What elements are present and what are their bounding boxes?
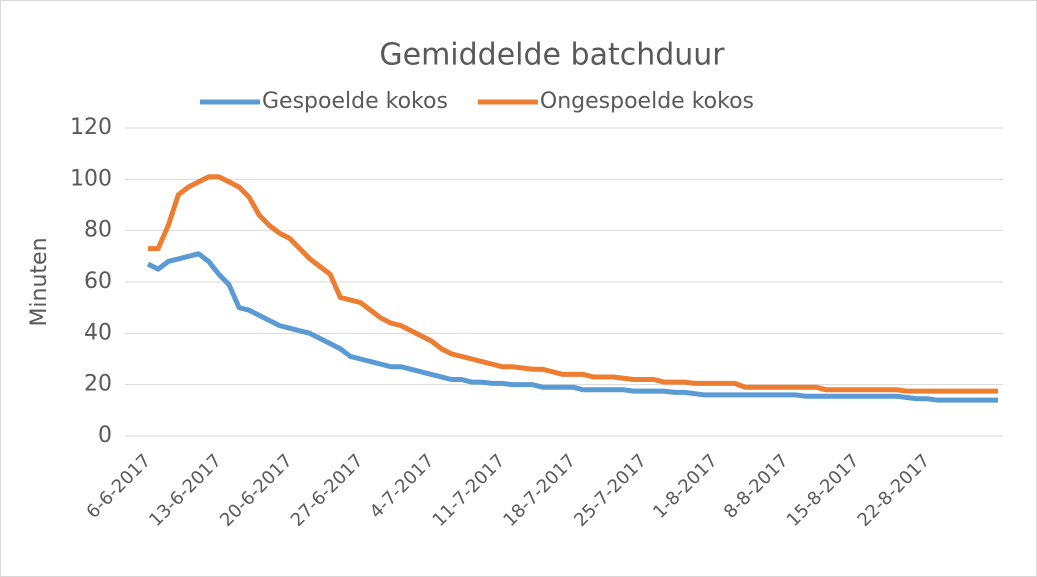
y-tick-label: 0 [98,423,112,448]
legend-label: Ongespoelde kokos [540,89,754,114]
legend-label: Gespoelde kokos [262,89,448,114]
y-tick-label: 100 [70,166,112,191]
y-tick-label: 80 [84,218,112,243]
y-axis-label: Minuten [27,237,52,326]
y-tick-label: 60 [84,269,112,294]
y-tick-label: 120 [70,115,112,140]
y-tick-label: 20 [84,372,112,397]
series-line [146,251,998,403]
series-line [148,174,998,394]
chart-title: Gemiddelde batchduur [379,38,725,73]
y-tick-label: 40 [84,320,112,345]
